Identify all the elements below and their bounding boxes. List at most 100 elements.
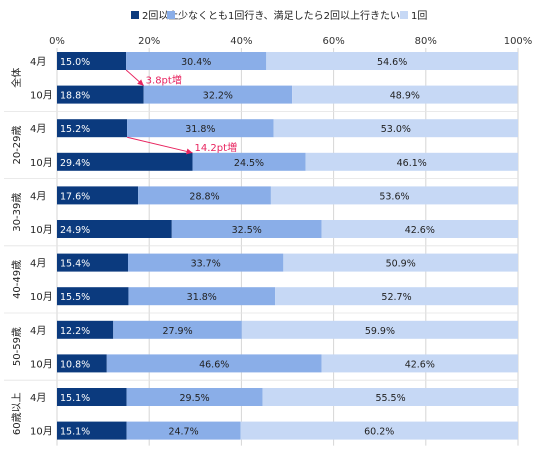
bar-g1-r1-s2 [305, 152, 518, 171]
bar-g4-r0-s1 [113, 320, 242, 339]
data-label-g4-r0-s0: 12.2% [60, 326, 90, 337]
month-label-g4-r0: 4月 [30, 325, 46, 337]
legend-swatch-1 [167, 11, 175, 19]
month-label-g0-r0: 4月 [30, 56, 46, 68]
data-label-g2-r0-s0: 17.6% [60, 191, 90, 202]
month-label-g2-r0: 4月 [30, 190, 46, 202]
x-tick-3: 60% [322, 36, 344, 47]
month-label-g3-r0: 4月 [30, 258, 46, 270]
bar-g1-r0-s0 [57, 119, 128, 138]
data-label-g5-r1-s2: 60.2% [364, 427, 394, 438]
bar-g2-r0-s0 [57, 186, 139, 205]
bar-g1-r1-s1 [192, 152, 306, 171]
data-label-g2-r1-s1: 32.5% [232, 225, 262, 236]
bar-g3-r1-s0 [57, 287, 129, 306]
bar-g1-r0-s2 [273, 119, 518, 138]
data-label-g2-r1-s0: 24.9% [60, 225, 90, 236]
data-label-g4-r1-s2: 42.6% [405, 359, 435, 370]
group-label-2: 30-39歳 [11, 193, 23, 232]
x-tick-labels: 0% 20% 40% 60% 80% 100% [49, 36, 532, 47]
legend-swatch-0 [131, 11, 139, 19]
month-label-g1-r1: 10月 [30, 157, 53, 169]
bar-g2-r1-s1 [171, 220, 322, 238]
data-label-g3-r1-s2: 52.7% [381, 292, 411, 303]
bar-g5-r0-s1 [126, 388, 263, 406]
group-label-4: 50-59歳 [11, 327, 23, 366]
legend-swatch-2 [400, 11, 408, 19]
legend-label-2: 1回 [411, 10, 427, 22]
data-label-g1-r0-s2: 53.0% [381, 124, 411, 135]
annotation-arrowhead-1 [186, 148, 193, 155]
data-label-g4-r0-s2: 59.9% [365, 326, 395, 337]
bar-g5-r1-s1 [126, 421, 241, 440]
bar-g2-r1-s0 [57, 220, 172, 238]
bar-g4-r1-s2 [321, 354, 518, 373]
data-label-g5-r0-s0: 15.1% [60, 393, 90, 404]
bar-g4-r0-s2 [241, 320, 518, 339]
bar-g3-r0-s1 [127, 253, 284, 272]
annotation-text-0: 3.8pt増 [146, 74, 182, 87]
month-label-g1-r0: 4月 [30, 123, 46, 135]
data-label-g1-r1-s0: 29.4% [60, 158, 90, 169]
data-label-g0-r1-s1: 32.2% [203, 91, 233, 102]
group-label-3: 40-49歳 [11, 260, 23, 299]
month-label-g5-r0: 4月 [30, 392, 46, 404]
bar-g4-r0-s0 [57, 320, 114, 339]
data-label-g5-r1-s1: 24.7% [168, 427, 198, 438]
data-label-g0-r1-s2: 48.9% [390, 91, 420, 102]
bar-g3-r1-s2 [275, 287, 518, 306]
bars: 15.0% 30.4% 54.6% 18.8% 32.2% 48.9% 15.2% 31.8%… [57, 52, 519, 440]
bar-g2-r1-s2 [321, 220, 518, 238]
data-label-g0-r0-s0: 15.0% [60, 57, 90, 68]
data-label-g5-r1-s0: 15.1% [60, 427, 90, 438]
data-label-g5-r0-s2: 55.5% [375, 393, 405, 404]
data-label-g0-r0-s2: 54.6% [377, 57, 407, 68]
bar-g2-r0-s2 [270, 186, 518, 205]
bar-g5-r0-s2 [262, 388, 519, 406]
data-label-g1-r1-s2: 46.1% [397, 158, 427, 169]
bar-g5-r1-s2 [240, 421, 518, 440]
month-label-g3-r1: 10月 [30, 291, 53, 303]
data-label-g0-r1-s0: 18.8% [60, 91, 90, 102]
legend-label-1: 少なくとも1回行き、満足したら2回以上行きたい [178, 9, 400, 22]
month-label-g5-r1: 10月 [30, 426, 53, 438]
bar-g3-r1-s1 [128, 287, 276, 306]
bar-g4-r1-s0 [57, 354, 107, 373]
data-label-g2-r1-s2: 42.6% [405, 225, 435, 236]
x-tick-5: 100% [504, 36, 533, 47]
data-label-g1-r0-s1: 31.8% [185, 124, 215, 135]
data-label-g1-r0-s0: 15.2% [60, 124, 90, 135]
annotation-arrowhead-0 [137, 79, 144, 86]
x-tick-0: 0% [49, 36, 65, 47]
bar-g1-r1-s0 [57, 152, 193, 171]
month-label-g0-r1: 10月 [30, 90, 53, 102]
x-tick-2: 40% [230, 36, 252, 47]
data-label-g5-r0-s1: 29.5% [180, 393, 210, 404]
month-label-g4-r1: 10月 [30, 358, 53, 370]
data-label-g3-r0-s0: 15.4% [60, 259, 90, 270]
bar-g2-r0-s1 [138, 186, 271, 205]
data-label-g1-r1-s1: 24.5% [234, 158, 264, 169]
bar-g5-r0-s0 [57, 388, 127, 406]
bar-g4-r1-s1 [106, 354, 322, 373]
month-label-g2-r1: 10月 [30, 224, 53, 236]
bar-g5-r1-s0 [57, 421, 127, 440]
group-label-0: 全体 [10, 68, 23, 88]
group-label-1: 20-29歳 [11, 125, 23, 164]
bar-g0-r0-s2 [266, 52, 518, 70]
bar-g0-r0-s0 [57, 52, 127, 70]
annotation-line-1 [126, 136, 193, 154]
bar-g0-r1-s0 [57, 85, 144, 104]
row-labels: 4月10月全体4月10月20-29歳4月10月30-39歳4月10月40-49歳… [10, 56, 53, 438]
annotations: 3.8pt増 14.2pt増 [125, 69, 237, 155]
bar-g1-r0-s1 [127, 119, 274, 138]
bar-g3-r0-s0 [57, 253, 128, 272]
group-label-5: 60歳以上 [11, 392, 23, 435]
x-tick-1: 20% [138, 36, 160, 47]
data-label-g3-r0-s1: 33.7% [191, 259, 221, 270]
bar-g3-r0-s2 [283, 253, 518, 272]
data-label-g3-r1-s0: 15.5% [60, 292, 90, 303]
data-label-g3-r1-s1: 31.8% [187, 292, 217, 303]
